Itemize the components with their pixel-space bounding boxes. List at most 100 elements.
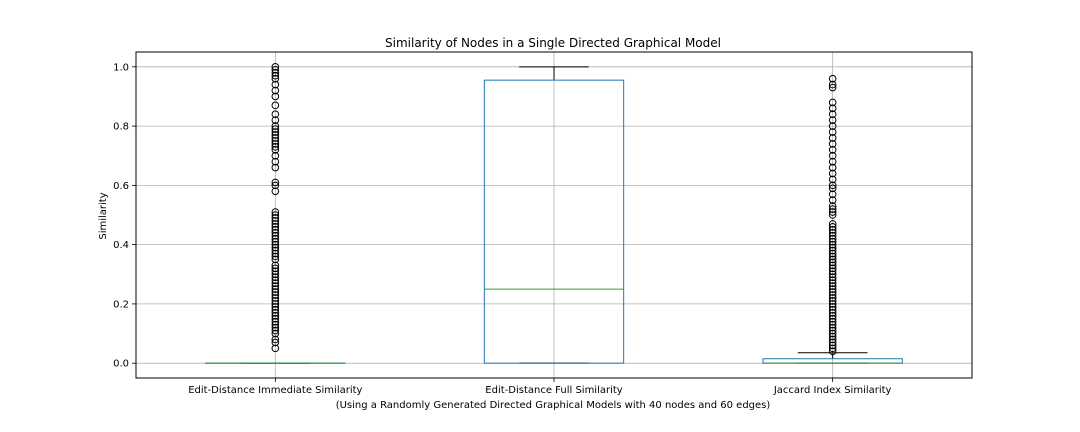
outlier-point [828, 140, 837, 148]
tick-layer: 0.0 0.2 0.4 0.6 0.8 1.0 Edit-Distance Immediat… [113, 62, 891, 396]
outlier-point [828, 220, 837, 228]
outlier-point [271, 217, 280, 225]
outlier-point [828, 341, 837, 350]
outlier-point [828, 157, 837, 166]
outlier-point [271, 122, 280, 130]
outlier-point [828, 74, 837, 83]
y-tick-label: 0.4 [113, 240, 129, 251]
outlier-point [271, 181, 280, 190]
outlier-point [828, 231, 837, 240]
outlier-point [271, 329, 280, 338]
outlier-point [271, 309, 280, 317]
outlier-point [271, 255, 280, 264]
outlier-point [828, 80, 837, 89]
outlier-point [828, 208, 837, 216]
outlier-point [828, 116, 837, 124]
outlier-point [271, 214, 280, 222]
outlier-point [271, 163, 280, 172]
box-group [762, 352, 903, 364]
outlier-point [828, 202, 837, 210]
outlier-point [828, 282, 837, 290]
outlier-point [271, 63, 280, 71]
y-tick-label: 0.8 [113, 122, 129, 133]
outlier-point [828, 273, 837, 282]
outlier-point [828, 297, 837, 305]
outlier-point [271, 68, 280, 77]
outlier-point [271, 273, 280, 282]
y-tick-label: 0.6 [113, 181, 129, 192]
x-tick-label: Edit-Distance Full Similarity [485, 385, 623, 396]
outlier-point [271, 326, 280, 335]
box-iqr [483, 79, 625, 364]
x-tick-label: Jaccard Index Similarity [773, 385, 892, 396]
outlier-point [271, 131, 280, 139]
box-layer [205, 66, 903, 364]
outlier-point [271, 282, 280, 290]
outlier-point [271, 320, 280, 329]
outlier-point [271, 128, 280, 136]
outlier-point [828, 134, 837, 142]
outlier-point [828, 228, 837, 237]
outlier-point [271, 303, 280, 311]
outlier-point [828, 211, 837, 219]
outlier-point [271, 240, 280, 249]
outlier-point [828, 306, 837, 314]
outlier-point [271, 228, 280, 237]
outlier-point [828, 347, 837, 356]
outlier-point [828, 300, 837, 308]
outlier-point [828, 258, 837, 267]
outlier-point [271, 300, 280, 308]
outlier-point [828, 317, 837, 326]
outlier-point [828, 146, 837, 154]
outlier-point [271, 157, 280, 166]
outlier-point [828, 332, 837, 341]
outlier-point [271, 270, 280, 279]
outlier-point [828, 196, 837, 204]
outlier-point [271, 249, 280, 258]
outlier-point [271, 137, 280, 145]
outlier-point [828, 344, 837, 353]
outlier-point [271, 317, 280, 326]
outlier-point [828, 294, 837, 302]
chart-title: Similarity of Nodes in a Single Directed… [385, 36, 721, 50]
outlier-point [828, 255, 837, 264]
outlier-point [271, 267, 280, 276]
outlier-point [271, 237, 280, 246]
outlier-point [828, 261, 837, 270]
outlier-point [828, 323, 837, 332]
outlier-point [828, 276, 837, 285]
outlier-point [828, 151, 837, 160]
outlier-point [271, 335, 280, 344]
outlier-point [828, 288, 837, 296]
outlier-point [271, 220, 280, 228]
outlier-point [828, 264, 837, 273]
outlier-point [828, 98, 837, 107]
outlier-point [271, 306, 280, 314]
outlier-point [828, 223, 837, 231]
outlier-point [271, 208, 280, 216]
y-tick-label: 1.0 [113, 62, 129, 73]
outlier-point [271, 311, 280, 320]
outlier-point [271, 294, 280, 302]
outlier-point [828, 246, 837, 255]
outlier-point [828, 234, 837, 243]
outlier-point [828, 83, 837, 92]
outlier-point [271, 288, 280, 296]
outlier-point [828, 303, 837, 311]
outlier-point [828, 205, 837, 213]
outlier-point [828, 181, 837, 190]
outlier-point [271, 151, 280, 160]
outlier-point [271, 110, 280, 119]
outlier-point [271, 101, 280, 110]
outlier-point [828, 326, 837, 335]
outlier-point [271, 125, 280, 133]
outlier-point [828, 122, 837, 130]
outlier-point [828, 270, 837, 279]
outlier-point [271, 338, 280, 347]
outlier-point [271, 226, 280, 234]
outlier-point [828, 110, 837, 119]
outlier-point [271, 74, 280, 83]
outlier-point [828, 175, 837, 184]
outlier-point [828, 252, 837, 261]
